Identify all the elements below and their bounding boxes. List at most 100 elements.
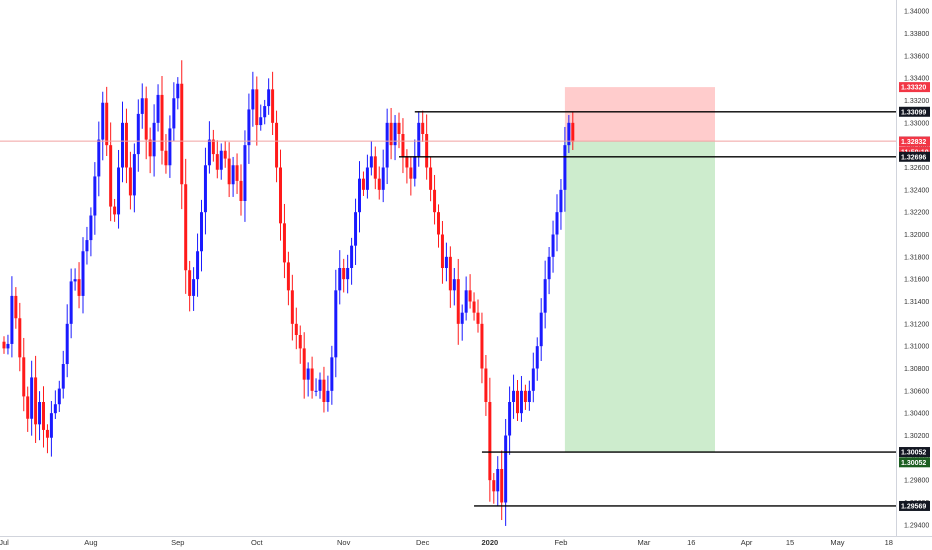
candle-body — [219, 150, 223, 170]
price-tick-label: 1.32600 — [904, 165, 929, 172]
price-tick-label: 1.30200 — [904, 433, 929, 440]
candle-body — [555, 212, 559, 235]
candle-body — [294, 323, 298, 335]
candle-body — [61, 364, 65, 389]
stop-price-badge-text: 1.33320 — [901, 85, 926, 92]
support-level-badge: 1.30052 — [899, 447, 930, 458]
candle-body — [290, 290, 294, 324]
candle-body — [539, 312, 543, 347]
candle-body — [267, 89, 271, 107]
candle-body — [203, 165, 207, 213]
stop-price-badge-bg — [899, 82, 930, 93]
candle-body — [223, 150, 227, 159]
candle-body — [429, 167, 433, 190]
price-tick-label: 1.30600 — [904, 388, 929, 395]
high-level-badge-bg — [899, 106, 930, 117]
candle-body — [65, 323, 69, 365]
candle-body — [571, 122, 575, 142]
candle-body — [409, 167, 413, 179]
candle-body — [81, 251, 85, 296]
candle-body — [322, 379, 326, 402]
candle-body — [286, 262, 290, 291]
candle-body — [496, 469, 500, 492]
candle-body — [282, 223, 286, 263]
candle-body — [117, 167, 121, 215]
candle-body — [437, 212, 440, 235]
time-tick-label: Jul — [0, 538, 9, 547]
candle-body — [89, 215, 93, 241]
candle-body — [405, 156, 409, 168]
time-tick-label: 18 — [885, 538, 893, 547]
candle-body — [251, 89, 255, 110]
candle-body — [523, 390, 527, 402]
candle-body — [377, 178, 381, 190]
candle-body — [346, 268, 350, 280]
candle-body — [140, 98, 144, 114]
candle-body — [172, 98, 176, 129]
candle-body — [433, 189, 437, 213]
candle-body — [401, 134, 405, 157]
candle-body — [73, 279, 77, 282]
price-tick-label: 1.31800 — [904, 254, 929, 261]
candle-body — [109, 145, 113, 207]
time-tick-label: 16 — [687, 538, 695, 547]
candle-body — [160, 94, 164, 151]
candle-body — [385, 122, 389, 168]
candle-body — [531, 368, 535, 391]
candle-body — [543, 279, 547, 313]
price-tick-label: 1.32400 — [904, 187, 929, 194]
candle-body — [53, 404, 57, 414]
price-tick-label: 1.32200 — [904, 210, 929, 217]
price-tick-label: 1.33200 — [904, 98, 929, 105]
candle-body — [500, 469, 504, 503]
candle-body — [164, 150, 168, 166]
candle-body — [247, 109, 251, 146]
trade-zones — [564, 87, 715, 453]
high-level-badge-text: 1.33099 — [901, 109, 926, 116]
price-tick-label: 1.30400 — [904, 411, 929, 418]
candle-body — [535, 346, 539, 369]
candle-body — [468, 290, 472, 302]
candle-body — [45, 429, 49, 438]
candle-body — [330, 357, 334, 391]
candle-body — [235, 165, 239, 181]
low-level-badge-text: 1.29569 — [901, 504, 926, 511]
price-tick-label: 1.31200 — [904, 321, 929, 328]
candlestick-series — [2, 60, 575, 526]
candle-body — [393, 122, 397, 146]
candle-body — [310, 368, 314, 391]
candle-body — [152, 122, 156, 157]
time-tick-label: Feb — [554, 538, 567, 547]
candle-body — [369, 156, 373, 168]
candle-body — [227, 158, 231, 185]
time-axis[interactable]: Jul Aug Sep Oct Nov Dec 2020 Feb Mar 16 Apr 15 May 18 — [0, 538, 893, 547]
candle-body — [563, 145, 567, 190]
candle-body — [326, 390, 330, 402]
candle-body — [259, 117, 263, 126]
candle-body — [306, 368, 310, 380]
candle-body — [176, 83, 180, 99]
candle-body — [42, 402, 45, 430]
candle-body — [156, 94, 160, 123]
high-level-badge: 1.33099 — [899, 106, 930, 117]
candle-body — [314, 390, 318, 392]
time-tick-label: Apr — [741, 538, 753, 547]
candle-body — [105, 102, 109, 146]
horizontal-levels — [0, 111, 896, 507]
candle-body — [30, 377, 34, 419]
candle-body — [354, 212, 358, 246]
target-price-badge: 1.30052 — [899, 457, 930, 468]
candle-body — [101, 102, 105, 140]
candle-body — [472, 301, 476, 313]
candle-body — [476, 312, 480, 324]
support-level-badge-text: 1.30052 — [901, 450, 926, 457]
candle-body — [200, 212, 203, 252]
resistance-level-badge: 1.32696 — [899, 151, 930, 162]
candle-body — [444, 256, 448, 268]
last-price-badge: 1.32832 — [899, 136, 930, 147]
low-level-badge-bg — [899, 500, 930, 511]
candle-body — [18, 318, 22, 358]
price-axis[interactable]: 1.34000 1.33800 1.33600 1.33400 1.33200 1.330… — [904, 9, 929, 530]
candle-body — [255, 89, 259, 126]
